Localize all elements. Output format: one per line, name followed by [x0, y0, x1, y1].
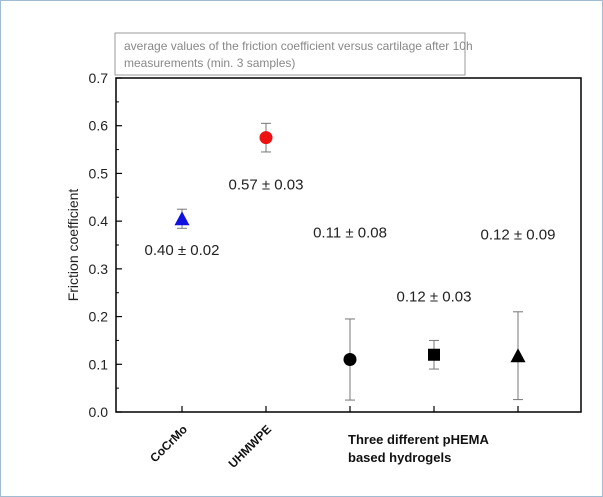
point-2-marker — [259, 131, 273, 145]
group-label-line-1: Three different pHEMA — [348, 432, 489, 447]
legend-line-1: average values of the friction coefficie… — [124, 39, 473, 53]
point-5-data-label: 0.12 ± 0.09 — [481, 227, 556, 244]
data-marks: 0.40 ± 0.02 0.57 ± 0.03 0.11 ± 0.08 0.12 ± … — [145, 122, 556, 401]
point-1-marker — [174, 211, 190, 226]
point-4-marker — [428, 348, 440, 361]
y-tick-label-1: 0.1 — [89, 356, 109, 372]
legend: average values of the friction coefficie… — [114, 32, 473, 76]
legend-line-2: measurements (min. 3 samples) — [124, 56, 295, 70]
point-2-data-label: 0.57 ± 0.03 — [229, 177, 304, 194]
point-5-marker — [510, 348, 526, 363]
x-tick-label-cocrmo: CoCrMo — [147, 422, 190, 465]
point-4-data-label: 0.12 ± 0.03 — [397, 289, 472, 306]
x-tick-label-uhmwpe: UHMWPE — [226, 422, 275, 471]
group-label-line-2: based hydrogels — [348, 450, 451, 465]
y-tick-label-2: 0.2 — [89, 309, 109, 325]
legend-box — [114, 32, 466, 76]
y-tick-label-6: 0.6 — [89, 118, 109, 134]
y-axis: 0.0 0.1 0.2 0.3 0.4 0.5 0.6 0.7 — [89, 70, 122, 420]
point-3-marker — [343, 353, 357, 367]
point-3-data-label: 0.11 ± 0.08 — [313, 225, 387, 242]
y-tick-label-3: 0.3 — [89, 261, 109, 277]
y-tick-label-7: 0.7 — [89, 70, 109, 86]
y-tick-label-4: 0.4 — [89, 213, 109, 229]
y-tick-label-0: 0.0 — [89, 404, 109, 420]
y-axis-label: Friction coefficient — [65, 189, 81, 302]
hydrogel-group-label: Three different pHEMA based hydrogels — [348, 432, 489, 465]
y-tick-label-5: 0.5 — [89, 165, 109, 181]
point-1-data-label: 0.40 ± 0.02 — [145, 242, 220, 259]
